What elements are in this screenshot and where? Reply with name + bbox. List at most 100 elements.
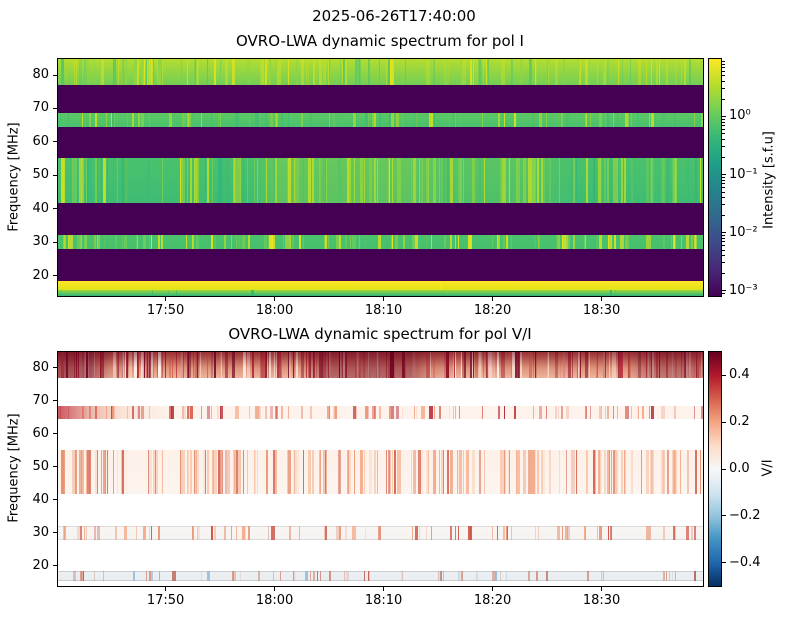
noise-streak: [180, 157, 185, 204]
noise-streak: [555, 352, 559, 378]
noise-streak: [187, 449, 190, 495]
noise-streak: [79, 59, 83, 86]
y-tick-label: 80: [32, 359, 49, 375]
noise-streak: [273, 449, 275, 495]
noise-streak: [701, 405, 703, 420]
noise-streak: [352, 405, 356, 420]
noise-streak: [555, 234, 559, 250]
noise-streak: [269, 352, 271, 378]
noise-streak: [666, 59, 668, 86]
noise-streak: [469, 59, 472, 86]
noise-streak: [440, 570, 442, 582]
y-tick: [53, 466, 57, 468]
noise-streak: [110, 234, 112, 250]
noise-streak: [94, 113, 97, 128]
noise-streak: [171, 352, 173, 378]
noise-streak: [612, 352, 616, 378]
noise-streak: [430, 59, 431, 86]
noise-streak: [226, 449, 230, 495]
noise-streak: [77, 234, 83, 250]
noise-streak: [497, 234, 500, 250]
noise-streak: [454, 113, 457, 128]
noise-streak: [586, 449, 588, 495]
noise-streak: [124, 59, 127, 86]
noise-streak: [503, 234, 506, 250]
noise-streak: [345, 280, 350, 290]
noise-streak: [458, 449, 462, 495]
noise-streak: [650, 157, 655, 204]
noise-streak: [143, 525, 147, 540]
noise-streak: [97, 525, 100, 540]
noise-streak: [419, 449, 424, 495]
noise-streak: [152, 59, 155, 86]
noise-streak: [276, 59, 278, 86]
noise-streak: [604, 157, 606, 204]
noise-streak: [78, 352, 80, 378]
noise-streak: [184, 405, 187, 420]
noise-streak: [99, 352, 101, 378]
y-tick: [53, 400, 57, 402]
noise-streak: [519, 352, 523, 378]
noise-streak: [117, 352, 119, 378]
noise-streak: [232, 570, 237, 582]
noise-streak: [61, 352, 64, 378]
colorbar-tick: [722, 290, 726, 292]
noise-streak: [151, 289, 153, 296]
noise-streak: [650, 59, 652, 86]
noise-streak: [106, 405, 107, 420]
noise-streak: [505, 525, 508, 540]
noise-streak: [264, 352, 265, 378]
noise-streak: [267, 352, 269, 378]
noise-streak: [389, 405, 391, 420]
noise-streak: [302, 157, 304, 204]
noise-streak: [94, 352, 96, 378]
noise-streak: [123, 234, 127, 250]
colorbar-minor-tick: [722, 60, 725, 62]
noise-streak: [541, 157, 546, 204]
noise-streak: [579, 59, 581, 86]
noise-streak: [84, 113, 86, 128]
noise-streak: [256, 449, 258, 495]
noise-streak: [671, 570, 673, 582]
noise-streak: [147, 352, 151, 378]
noise-streak: [220, 59, 222, 86]
noise-streak: [86, 449, 89, 495]
noise-streak: [225, 449, 227, 495]
noise-streak: [377, 59, 380, 86]
noise-streak: [210, 113, 212, 128]
noise-streak: [403, 234, 405, 250]
noise-streak: [211, 525, 213, 540]
noise-streak: [453, 352, 456, 378]
noise-streak: [443, 59, 447, 86]
noise-streak: [506, 234, 509, 250]
noise-streak: [562, 59, 566, 86]
noise-streak: [503, 525, 506, 540]
noise-streak: [576, 449, 578, 495]
noise-streak: [586, 405, 588, 420]
noise-streak: [180, 157, 183, 204]
x-tick-label: 18:10: [364, 593, 403, 608]
noise-streak: [500, 280, 502, 290]
noise-streak: [258, 113, 261, 128]
colorbar-tick: [722, 468, 726, 470]
noise-streak: [242, 525, 245, 540]
noise-streak: [339, 352, 341, 378]
noise-streak: [294, 570, 296, 582]
colorbar-minor-tick: [722, 186, 725, 188]
noise-streak: [369, 352, 370, 378]
x-tick-label: 18:20: [473, 593, 512, 608]
noise-streak: [532, 157, 536, 204]
noise-streak: [275, 449, 278, 495]
noise-streak: [630, 59, 632, 86]
noise-streak: [296, 59, 299, 86]
y-tick: [53, 499, 57, 501]
noise-streak: [206, 59, 208, 86]
noise-streak: [62, 525, 66, 540]
noise-streak: [87, 449, 91, 495]
noise-streak: [689, 352, 691, 378]
noise-streak: [646, 525, 651, 540]
noise-streak: [590, 405, 592, 420]
colorbar-minor-tick: [722, 81, 725, 83]
noise-streak: [295, 449, 296, 495]
noise-streak: [74, 449, 78, 495]
